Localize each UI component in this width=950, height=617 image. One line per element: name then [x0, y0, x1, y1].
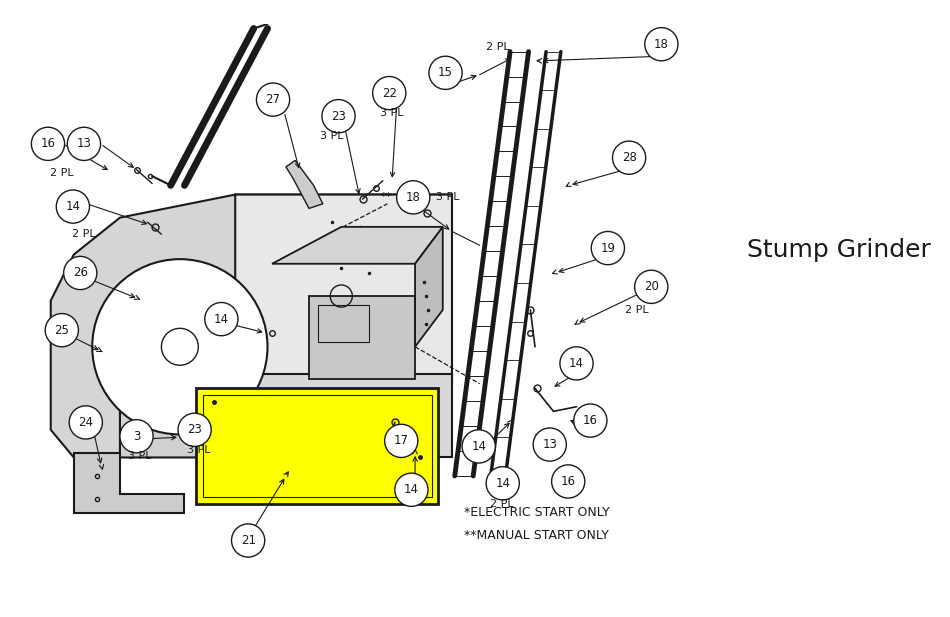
- Text: 14: 14: [404, 483, 419, 496]
- Text: 24: 24: [78, 416, 93, 429]
- Circle shape: [56, 190, 89, 223]
- Text: Stump Grinder: Stump Grinder: [747, 238, 931, 262]
- Circle shape: [552, 465, 585, 498]
- Text: 19: 19: [600, 242, 616, 255]
- Text: 21: 21: [240, 534, 256, 547]
- Polygon shape: [236, 375, 452, 457]
- Text: 15: 15: [438, 66, 453, 80]
- Circle shape: [31, 127, 65, 160]
- Text: 2 PL: 2 PL: [625, 305, 648, 315]
- Circle shape: [372, 77, 406, 110]
- Circle shape: [429, 56, 462, 89]
- Polygon shape: [50, 194, 236, 457]
- Text: 13: 13: [77, 138, 91, 151]
- Text: 16: 16: [583, 414, 598, 427]
- Text: 22: 22: [382, 86, 397, 99]
- Text: 3 PL: 3 PL: [320, 131, 344, 141]
- Text: 17: 17: [393, 434, 408, 447]
- Polygon shape: [286, 160, 323, 209]
- Text: 14: 14: [214, 313, 229, 326]
- Polygon shape: [120, 194, 452, 384]
- Circle shape: [322, 99, 355, 133]
- Circle shape: [635, 270, 668, 304]
- Text: 18: 18: [406, 191, 421, 204]
- Text: 26: 26: [73, 267, 87, 280]
- Polygon shape: [120, 291, 328, 457]
- Text: 16: 16: [560, 475, 576, 488]
- Text: 14: 14: [471, 440, 486, 453]
- Text: 13: 13: [542, 438, 558, 451]
- Polygon shape: [309, 296, 415, 379]
- Text: **: **: [381, 193, 392, 202]
- Text: 14: 14: [66, 200, 81, 213]
- Circle shape: [613, 141, 646, 174]
- Text: 14: 14: [569, 357, 584, 370]
- Polygon shape: [197, 388, 438, 503]
- Circle shape: [560, 347, 593, 380]
- Circle shape: [256, 83, 290, 116]
- Circle shape: [232, 524, 265, 557]
- Text: 2 PL: 2 PL: [50, 168, 73, 178]
- Polygon shape: [120, 194, 452, 384]
- Text: 2 PL: 2 PL: [72, 230, 96, 239]
- Circle shape: [462, 430, 495, 463]
- Circle shape: [67, 127, 101, 160]
- Text: 2 PL: 2 PL: [490, 499, 514, 508]
- Circle shape: [69, 406, 103, 439]
- Text: 3 PL: 3 PL: [186, 445, 210, 455]
- Text: 3: 3: [133, 430, 141, 443]
- Text: 23: 23: [187, 423, 202, 436]
- Text: 3 PL: 3 PL: [380, 109, 404, 118]
- Circle shape: [46, 313, 79, 347]
- Text: 2 PL: 2 PL: [486, 42, 510, 52]
- Polygon shape: [272, 227, 443, 263]
- Circle shape: [395, 473, 428, 507]
- Text: 18: 18: [654, 38, 669, 51]
- Circle shape: [120, 420, 153, 453]
- Circle shape: [397, 181, 429, 214]
- Polygon shape: [74, 453, 184, 513]
- Circle shape: [64, 257, 97, 289]
- Text: 28: 28: [621, 151, 637, 164]
- Circle shape: [178, 413, 211, 447]
- Circle shape: [591, 231, 624, 265]
- Circle shape: [385, 424, 418, 457]
- Circle shape: [645, 28, 678, 61]
- Text: 23: 23: [332, 110, 346, 123]
- Circle shape: [205, 302, 238, 336]
- Polygon shape: [415, 227, 443, 347]
- Circle shape: [486, 466, 520, 500]
- Circle shape: [574, 404, 607, 437]
- Circle shape: [92, 259, 268, 434]
- Text: *ELECTRIC START ONLY: *ELECTRIC START ONLY: [464, 507, 610, 520]
- Text: 25: 25: [54, 324, 69, 337]
- Text: 3 PL: 3 PL: [128, 450, 152, 461]
- Text: 16: 16: [41, 138, 55, 151]
- Text: 3 PL: 3 PL: [436, 193, 459, 202]
- Text: 20: 20: [644, 280, 658, 293]
- Text: 27: 27: [266, 93, 280, 106]
- Text: **MANUAL START ONLY: **MANUAL START ONLY: [464, 529, 609, 542]
- Text: 14: 14: [495, 477, 510, 490]
- Circle shape: [533, 428, 566, 461]
